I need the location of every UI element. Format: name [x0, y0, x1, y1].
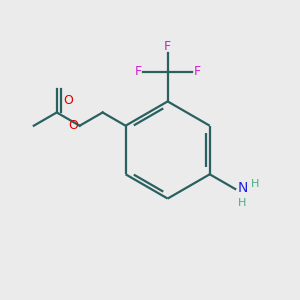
- Text: H: H: [238, 198, 246, 208]
- Text: N: N: [238, 181, 248, 194]
- Text: F: F: [135, 65, 142, 79]
- Text: O: O: [63, 94, 73, 107]
- Text: F: F: [164, 40, 171, 52]
- Text: O: O: [68, 118, 78, 132]
- Text: F: F: [194, 65, 201, 79]
- Text: H: H: [250, 179, 259, 189]
